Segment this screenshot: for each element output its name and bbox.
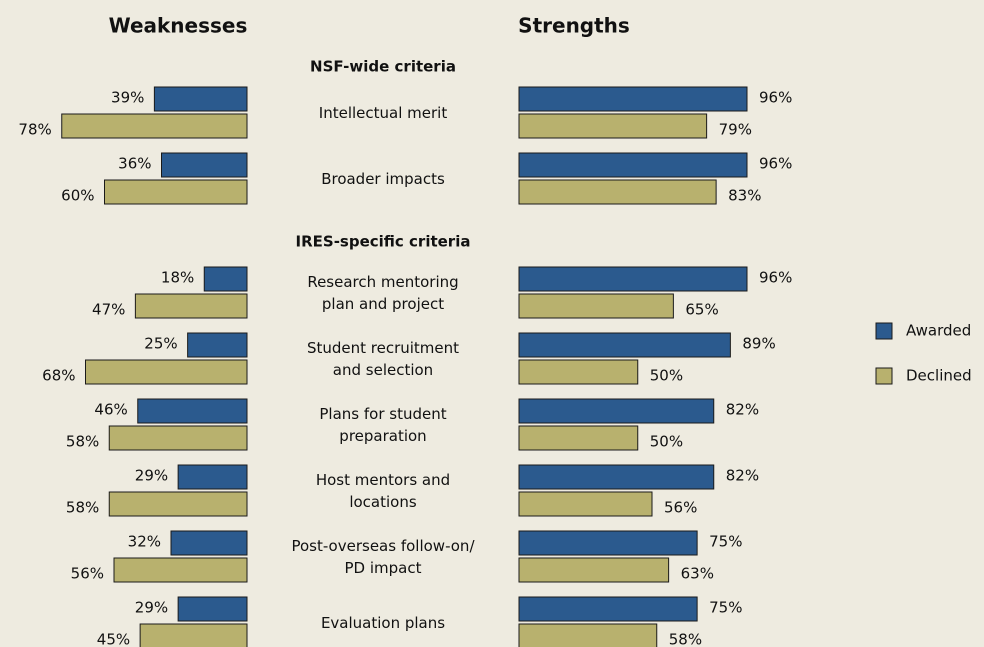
bar: [518, 596, 698, 622]
bar: [518, 113, 708, 139]
bar: [137, 398, 248, 424]
value-label: 25%: [144, 335, 177, 353]
value-label: 60%: [61, 187, 94, 205]
bar: [108, 491, 248, 517]
bar: [518, 86, 748, 112]
value-label: 75%: [709, 599, 742, 617]
value-label: 50%: [650, 433, 683, 451]
value-label: 32%: [128, 533, 161, 551]
value-label: 56%: [71, 565, 104, 583]
category-label: Research mentoring plan and project: [307, 273, 458, 313]
bar: [104, 179, 248, 205]
value-label: 78%: [18, 121, 51, 139]
value-label: 89%: [742, 335, 775, 353]
legend-swatch: [875, 322, 893, 340]
bar: [61, 113, 248, 139]
bar: [177, 596, 248, 622]
bar: [518, 557, 670, 583]
bar: [518, 332, 731, 358]
category-label: Post-overseas follow-on/PD impact: [291, 537, 475, 577]
value-label: 83%: [728, 187, 761, 205]
bar: [518, 464, 715, 490]
category-label: Plans for student preparation: [319, 405, 446, 445]
value-label: 63%: [681, 565, 714, 583]
bar: [177, 464, 248, 490]
bar: [518, 398, 715, 424]
category-label: Host mentors and locations: [316, 471, 450, 511]
bar: [113, 557, 248, 583]
bar: [518, 179, 717, 205]
value-label: 58%: [66, 433, 99, 451]
value-label: 50%: [650, 367, 683, 385]
group-header: IRES-specific criteria: [296, 233, 471, 251]
bar: [134, 293, 248, 319]
legend-label: Awarded: [906, 322, 971, 340]
value-label: 39%: [111, 89, 144, 107]
bar: [518, 425, 639, 451]
group-header: NSF-wide criteria: [310, 58, 456, 76]
category-label: Evaluation plans: [321, 614, 445, 632]
bar: [85, 359, 248, 385]
value-label: 96%: [759, 89, 792, 107]
value-label: 36%: [118, 155, 151, 173]
category-label: Intellectual merit: [319, 104, 448, 122]
value-label: 45%: [97, 631, 130, 647]
bar: [518, 266, 748, 292]
value-label: 96%: [759, 155, 792, 173]
value-label: 58%: [669, 631, 702, 647]
bar: [153, 86, 248, 112]
value-label: 18%: [161, 269, 194, 287]
value-label: 65%: [685, 301, 718, 319]
value-label: 96%: [759, 269, 792, 287]
value-label: 29%: [135, 467, 168, 485]
bar: [187, 332, 248, 358]
bar: [518, 491, 653, 517]
category-label: Student recruitment and selection: [307, 339, 459, 379]
legend-swatch: [875, 367, 893, 385]
value-label: 58%: [66, 499, 99, 517]
legend-label: Declined: [906, 367, 972, 385]
bar: [518, 530, 698, 556]
value-label: 79%: [719, 121, 752, 139]
bar: [518, 152, 748, 178]
panel-title: Weaknesses: [109, 14, 248, 38]
bar: [139, 623, 248, 647]
value-label: 47%: [92, 301, 125, 319]
value-label: 82%: [726, 401, 759, 419]
bar: [518, 359, 639, 385]
bar: [170, 530, 248, 556]
panel-title: Strengths: [518, 14, 630, 38]
bar: [161, 152, 248, 178]
value-label: 56%: [664, 499, 697, 517]
category-label: Broader impacts: [321, 170, 445, 188]
value-label: 75%: [709, 533, 742, 551]
value-label: 68%: [42, 367, 75, 385]
value-label: 46%: [94, 401, 127, 419]
value-label: 29%: [135, 599, 168, 617]
bar: [203, 266, 248, 292]
bar: [108, 425, 248, 451]
value-label: 82%: [726, 467, 759, 485]
bar: [518, 623, 658, 647]
bar: [518, 293, 674, 319]
